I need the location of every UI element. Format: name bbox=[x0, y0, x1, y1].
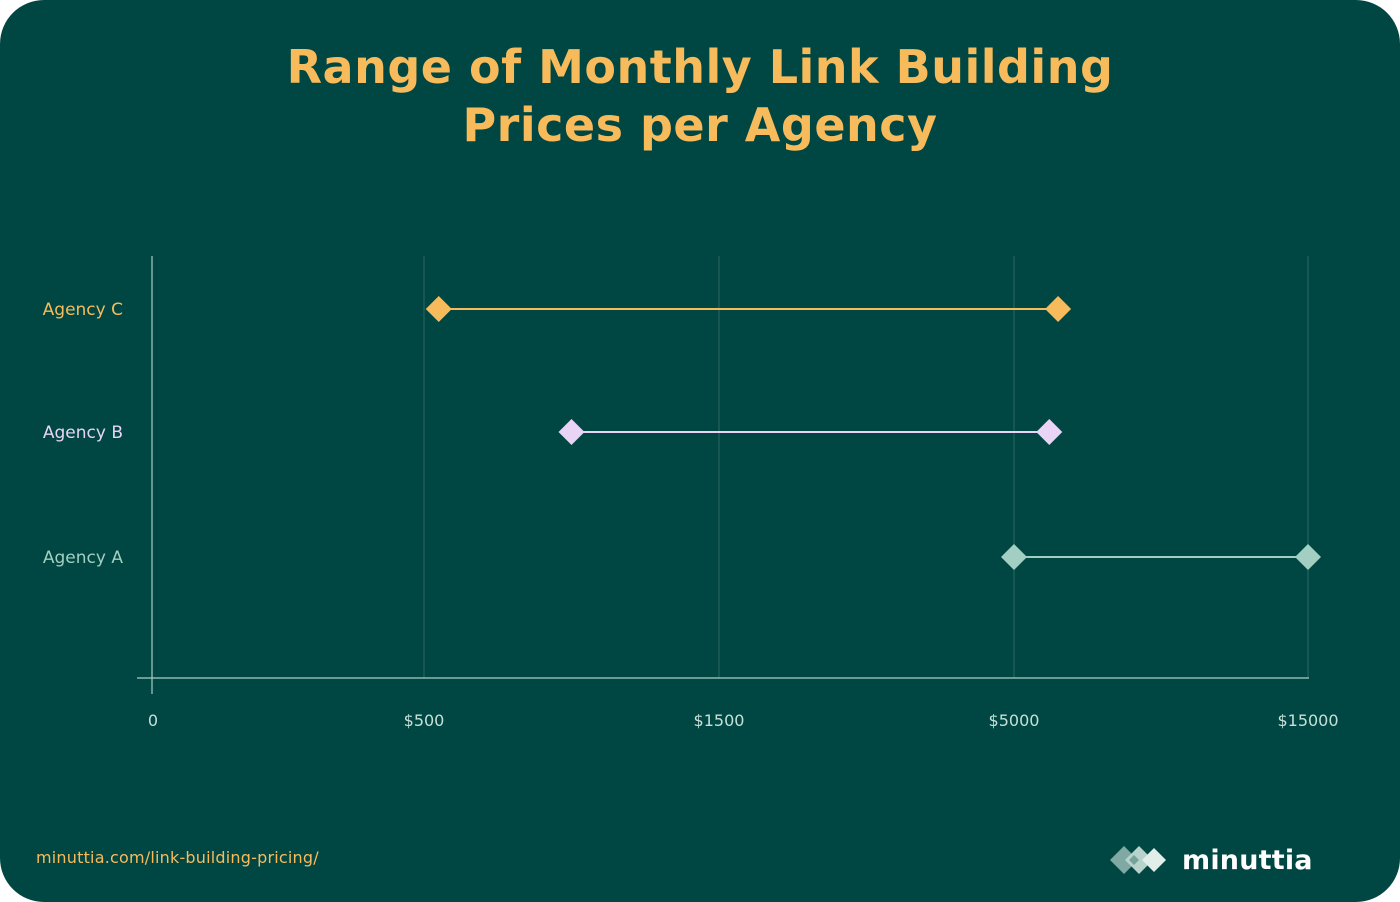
max-marker bbox=[1295, 544, 1321, 570]
x-tick-label: 0 bbox=[148, 711, 158, 730]
min-marker bbox=[558, 419, 585, 445]
category-label: Agency B bbox=[43, 423, 123, 443]
brand-logo: minuttia bbox=[1110, 840, 1313, 880]
diamond-cluster-logo-icon bbox=[1110, 846, 1166, 874]
category-label: Agency C bbox=[43, 300, 123, 320]
axis-layer bbox=[137, 256, 1309, 694]
max-marker bbox=[1045, 296, 1072, 322]
chart-title-line-1: Range of Monthly Link Building bbox=[286, 40, 1114, 94]
chart-title: Range of Monthly Link Building Prices pe… bbox=[0, 38, 1400, 154]
dumbbell-agency-b bbox=[558, 419, 1063, 445]
x-tick-label: $5000 bbox=[989, 711, 1040, 730]
category-labels: Agency C Agency B Agency A bbox=[43, 300, 124, 568]
dumbbell-agency-c bbox=[425, 296, 1072, 322]
grid-layer bbox=[423, 256, 1309, 678]
category-label: Agency A bbox=[43, 548, 123, 568]
min-marker bbox=[1001, 544, 1027, 570]
x-tick-label: $1500 bbox=[694, 711, 745, 730]
brand-name: minuttia bbox=[1182, 844, 1313, 876]
dumbbell-agency-a bbox=[1001, 544, 1321, 570]
series-layer bbox=[425, 296, 1321, 570]
x-tick-label: $500 bbox=[404, 711, 445, 730]
chart-title-line-2: Prices per Agency bbox=[462, 98, 938, 152]
max-marker bbox=[1036, 419, 1063, 445]
x-tick-labels: 0 $500 $1500 $5000 $15000 bbox=[148, 711, 1339, 730]
min-marker bbox=[425, 296, 452, 322]
x-tick-label: $15000 bbox=[1277, 711, 1338, 730]
source-url[interactable]: minuttia.com/link-building-pricing/ bbox=[36, 848, 319, 867]
